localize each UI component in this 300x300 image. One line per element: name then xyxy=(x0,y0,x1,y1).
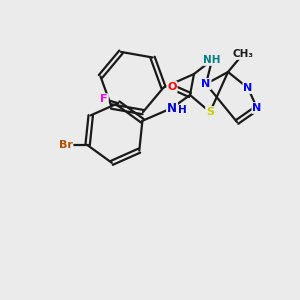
Text: NH: NH xyxy=(203,55,221,65)
Text: N: N xyxy=(243,83,253,93)
Text: N: N xyxy=(167,101,177,115)
Text: Br: Br xyxy=(59,140,73,150)
Text: N: N xyxy=(201,79,211,89)
Text: H: H xyxy=(178,105,186,115)
Text: CH₃: CH₃ xyxy=(232,49,254,59)
Text: O: O xyxy=(167,82,177,92)
Text: N: N xyxy=(252,103,262,113)
Text: S: S xyxy=(206,107,214,117)
Text: F: F xyxy=(100,94,108,104)
